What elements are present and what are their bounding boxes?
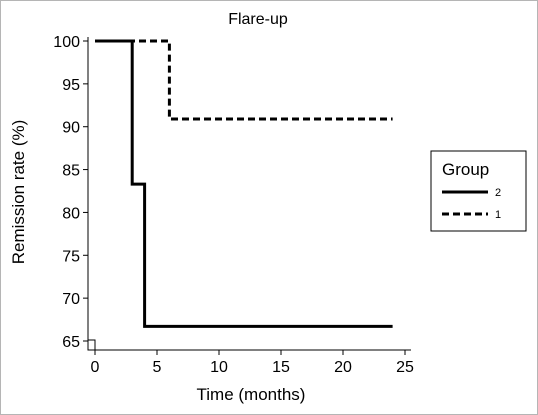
legend: Group 21 [430, 150, 527, 232]
x-tick-label: 15 [272, 359, 290, 376]
x-tick-label: 0 [91, 359, 100, 376]
legend-entries: 21 [442, 187, 501, 221]
x-axis-title: Time (months) [197, 385, 306, 404]
legend-title: Group [442, 160, 489, 179]
y-tick-label: 85 [62, 163, 80, 180]
y-tick-label: 90 [62, 120, 80, 137]
x-tick-label: 10 [210, 359, 228, 376]
chart-title: Flare-up [228, 11, 288, 28]
y-tick-label: 65 [62, 334, 80, 351]
series-layer [95, 39, 393, 328]
x-tick-label: 25 [396, 359, 414, 376]
y-tick-label: 95 [62, 77, 80, 94]
x-tick-label: 5 [153, 359, 162, 376]
y-tick-label: 100 [53, 34, 80, 51]
axes [87, 37, 411, 351]
axis-corner-box [87, 339, 96, 351]
x-tick-label: 20 [334, 359, 352, 376]
series-line-2 [95, 39, 393, 328]
y-tick-label: 75 [62, 248, 80, 265]
series-line-1 [95, 39, 393, 121]
y-tick-label: 70 [62, 291, 80, 308]
y-tick-label: 80 [62, 205, 80, 222]
x-ticks: 0 5 10 15 20 25 [91, 350, 414, 376]
legend-label-2: 2 [495, 187, 501, 199]
y-axis-title: Remission rate (%) [9, 120, 28, 265]
legend-label-1: 1 [495, 209, 501, 221]
y-ticks: 65 70 75 80 85 90 95 100 [53, 34, 88, 351]
